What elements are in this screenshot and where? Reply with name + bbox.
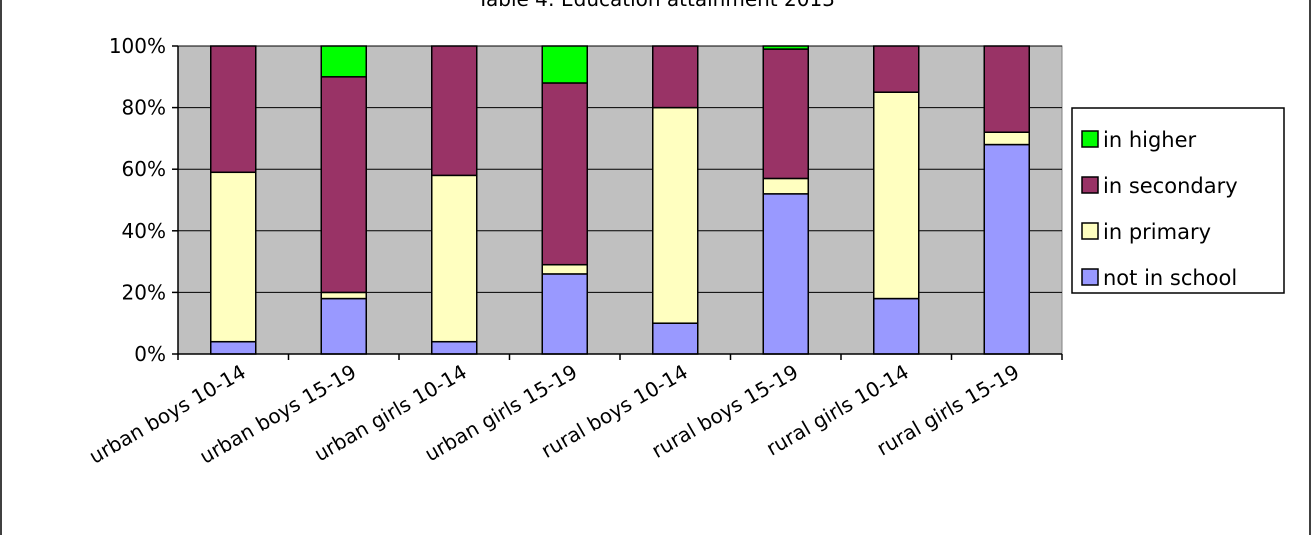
bar-urban-girls-10-14-in-secondary — [431, 45, 478, 177]
y-tick-label-0: 0% — [134, 342, 166, 366]
bar-rural-girls-10-14-in-secondary — [873, 45, 920, 93]
bar-urban-boys-15-19-in-higher — [320, 45, 367, 78]
legend-swatch-in-higher — [1081, 130, 1099, 148]
bar-rural-boys-10-14-in-primary — [652, 106, 699, 324]
y-tick-label-20: 20% — [122, 280, 166, 304]
plot-background-layer — [177, 45, 1063, 355]
bar-rural-boys-15-19-not-in-school — [762, 193, 809, 355]
bar-rural-boys-15-19-in-secondary — [762, 48, 809, 180]
plot-area-background — [177, 45, 1063, 355]
bar-rural-boys-15-19-in-higher — [762, 45, 809, 50]
bar-urban-girls-15-19-in-higher — [541, 45, 588, 84]
legend-swatch-in-secondary — [1081, 176, 1099, 194]
legend-swatch-not-in-school — [1081, 268, 1099, 286]
legend: in higher in secondary in primary not in sc… — [1071, 107, 1285, 294]
bar-urban-girls-10-14-not-in-school — [431, 340, 478, 355]
bar-rural-girls-10-14-in-primary — [873, 91, 920, 300]
bar-urban-boys-10-14-in-primary — [210, 171, 257, 343]
y-tick-label-80: 80% — [122, 96, 166, 120]
bar-rural-girls-15-19-in-primary — [983, 131, 1030, 146]
bar-rural-girls-15-19-not-in-school — [983, 143, 1030, 355]
bar-urban-girls-15-19-in-secondary — [541, 82, 588, 266]
axes-layer — [172, 45, 1063, 360]
bar-urban-boys-15-19-not-in-school — [320, 297, 367, 355]
legend-box — [1071, 107, 1285, 294]
bar-urban-boys-10-14-in-secondary — [210, 45, 257, 174]
bar-rural-girls-15-19-in-secondary — [983, 45, 1030, 133]
legend-label-in-primary: in primary — [1103, 220, 1211, 244]
y-tick-label-100: 100% — [109, 34, 166, 58]
y-tick-label-40: 40% — [122, 219, 166, 243]
bar-rural-girls-10-14-not-in-school — [873, 297, 920, 355]
bar-urban-boys-15-19-in-secondary — [320, 76, 367, 294]
legend-label-in-higher: in higher — [1103, 128, 1197, 152]
y-tick-labels-layer: 0% 20% 40% 60% 80% 100% — [109, 34, 166, 366]
bar-urban-boys-10-14-not-in-school — [210, 340, 257, 355]
bar-urban-girls-10-14-in-primary — [431, 174, 478, 343]
bar-urban-girls-15-19-in-primary — [541, 263, 588, 275]
legend-label-in-secondary: in secondary — [1103, 174, 1238, 198]
chart-title: Table 4: Education attainment 2013 — [476, 0, 835, 11]
bar-rural-boys-10-14-in-secondary — [652, 45, 699, 109]
bar-rural-boys-15-19-in-primary — [762, 177, 809, 195]
bar-urban-boys-15-19-in-primary — [320, 291, 367, 300]
legend-label-not-in-school: not in school — [1103, 266, 1237, 290]
bar-urban-girls-15-19-not-in-school — [541, 273, 588, 355]
bar-rural-boys-10-14-not-in-school — [652, 322, 699, 355]
legend-swatch-in-primary — [1081, 222, 1099, 240]
y-tick-label-60: 60% — [122, 157, 166, 181]
